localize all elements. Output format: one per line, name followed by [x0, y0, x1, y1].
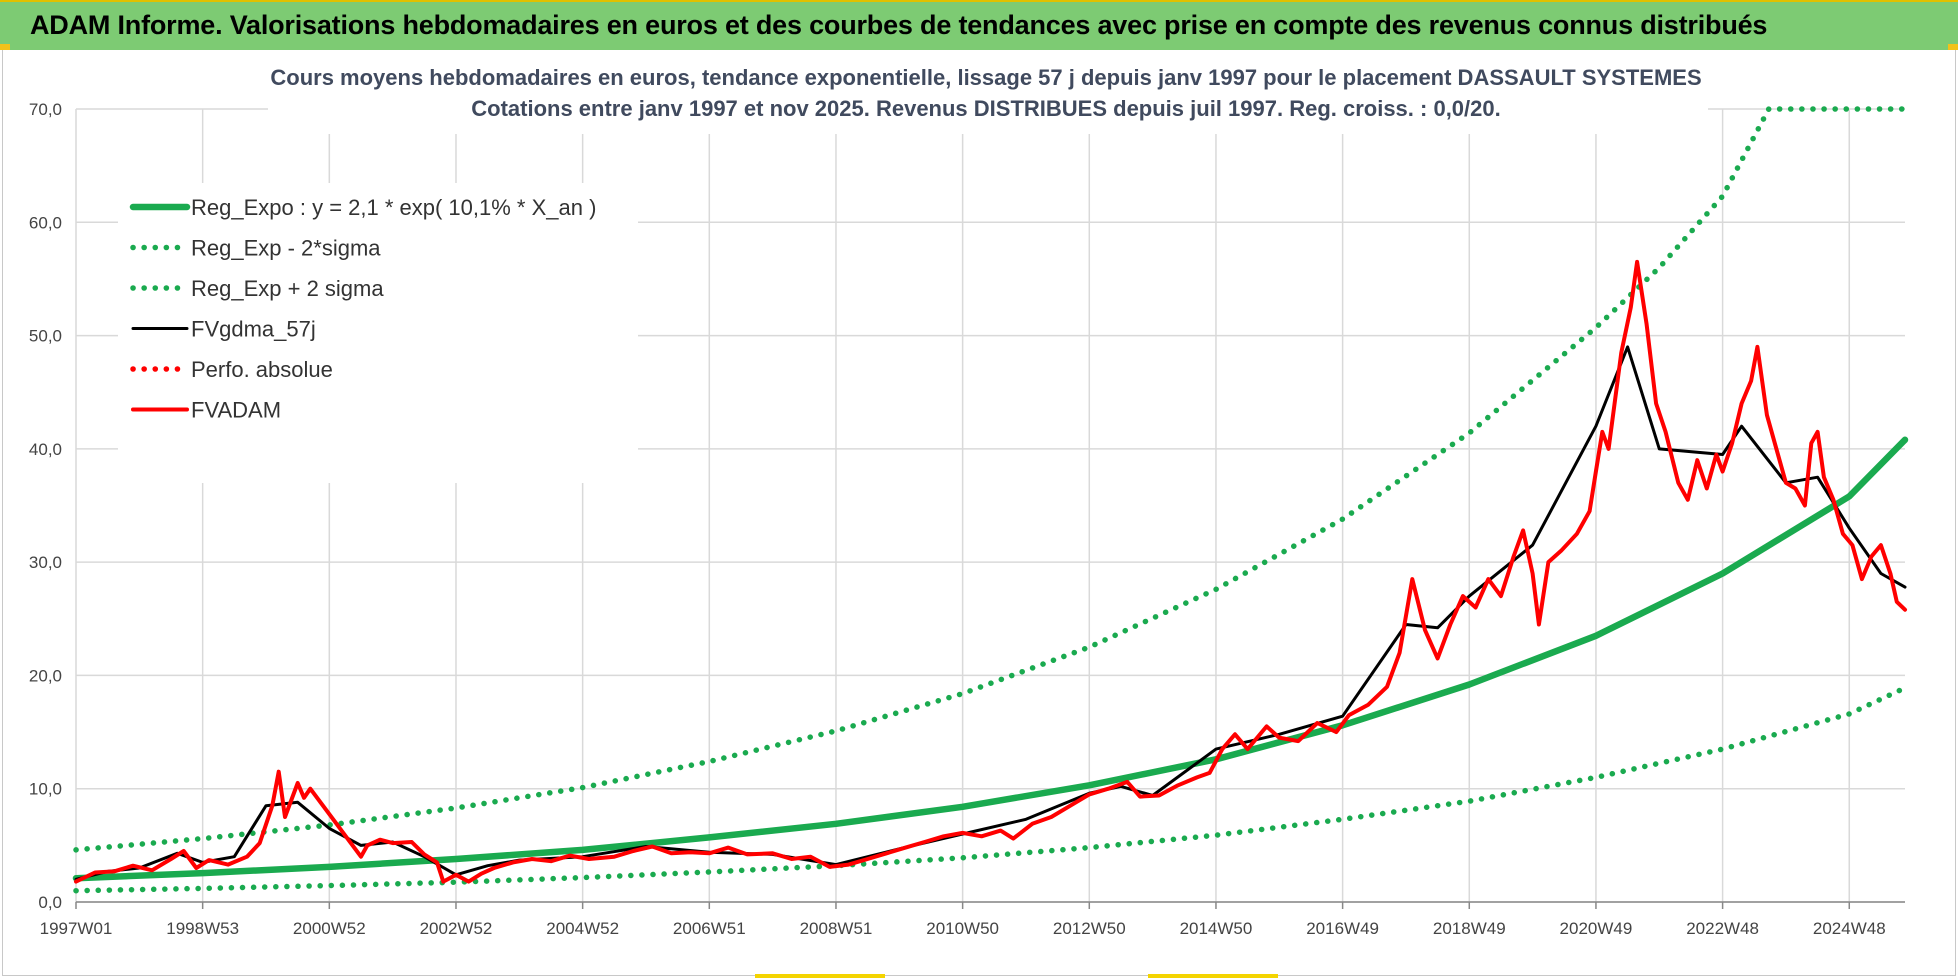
y-tick-label: 30,0 [29, 553, 62, 572]
corner-marker-right [1948, 44, 1958, 50]
chart-title-line-2: Cotations entre janv 1997 et nov 2025. R… [471, 96, 1501, 121]
bottom-marker-1 [755, 974, 885, 978]
axes: 0,0 10,0 20,0 30,0 40,0 50,0 60,0 70,0 1997W01 19… [29, 100, 1905, 938]
y-tick-label: 0,0 [38, 893, 62, 912]
x-tick-label: 1998W53 [166, 919, 239, 938]
x-tick-label: 2020W49 [1560, 919, 1633, 938]
chart-frame: 0,0 10,0 20,0 30,0 40,0 50,0 60,0 70,0 1997W01 19… [2, 50, 1956, 976]
x-tick-label: 2018W49 [1433, 919, 1506, 938]
legend: Reg_Expo : y = 2,1 * exp( 10,1% * X_an )… [118, 183, 638, 483]
chart-title: Cours moyens hebdomadaires en euros, ten… [268, 60, 1708, 134]
y-tick-label: 20,0 [29, 666, 62, 685]
legend-background [118, 183, 638, 483]
chart: 0,0 10,0 20,0 30,0 40,0 50,0 60,0 70,0 1997W01 19… [29, 60, 1909, 938]
series-line-fvadam [74, 259, 1907, 884]
series-line-reg-expo-y-2-1-exp-10-1-x-an [72, 436, 1909, 882]
y-tick-label: 10,0 [29, 780, 62, 799]
series-layer [72, 106, 1909, 894]
x-tick-label: 2022W48 [1686, 919, 1759, 938]
x-tick-label: 2000W52 [293, 919, 366, 938]
banner-title: ADAM Informe. Valorisations hebdomadaire… [30, 10, 1768, 40]
x-tick-label: 2012W50 [1053, 919, 1126, 938]
bottom-marker-2 [1148, 974, 1278, 978]
legend-label: Perfo. absolue [191, 357, 333, 382]
legend-label: Reg_Expo : y = 2,1 * exp( 10,1% * X_an ) [191, 195, 596, 220]
x-tick-label: 2010W50 [926, 919, 999, 938]
x-tick-label: 2014W50 [1180, 919, 1253, 938]
legend-label: FVgdma_57j [191, 317, 316, 342]
x-tick-label: 2006W51 [673, 919, 746, 938]
chart-title-background [268, 60, 1708, 134]
x-tick-label: 2008W51 [800, 919, 873, 938]
legend-label: FVADAM [191, 398, 281, 423]
y-tick-label: 50,0 [29, 327, 62, 346]
x-tick-label: 1997W01 [40, 919, 113, 938]
y-tick-label: 70,0 [29, 100, 62, 119]
x-tick-label: 2016W49 [1306, 919, 1379, 938]
title-banner: ADAM Informe. Valorisations hebdomadaire… [0, 0, 1958, 50]
y-tick-label: 60,0 [29, 213, 62, 232]
legend-label: Reg_Exp + 2 sigma [191, 276, 384, 301]
y-tick-label: 40,0 [29, 440, 62, 459]
corner-marker-left [0, 44, 10, 50]
legend-label: Reg_Exp - 2*sigma [191, 236, 381, 261]
x-tick-label: 2004W52 [546, 919, 619, 938]
x-tick-label: 2002W52 [420, 919, 493, 938]
x-tick-label: 2024W48 [1813, 919, 1886, 938]
chart-title-line-1: Cours moyens hebdomadaires en euros, ten… [270, 65, 1701, 90]
